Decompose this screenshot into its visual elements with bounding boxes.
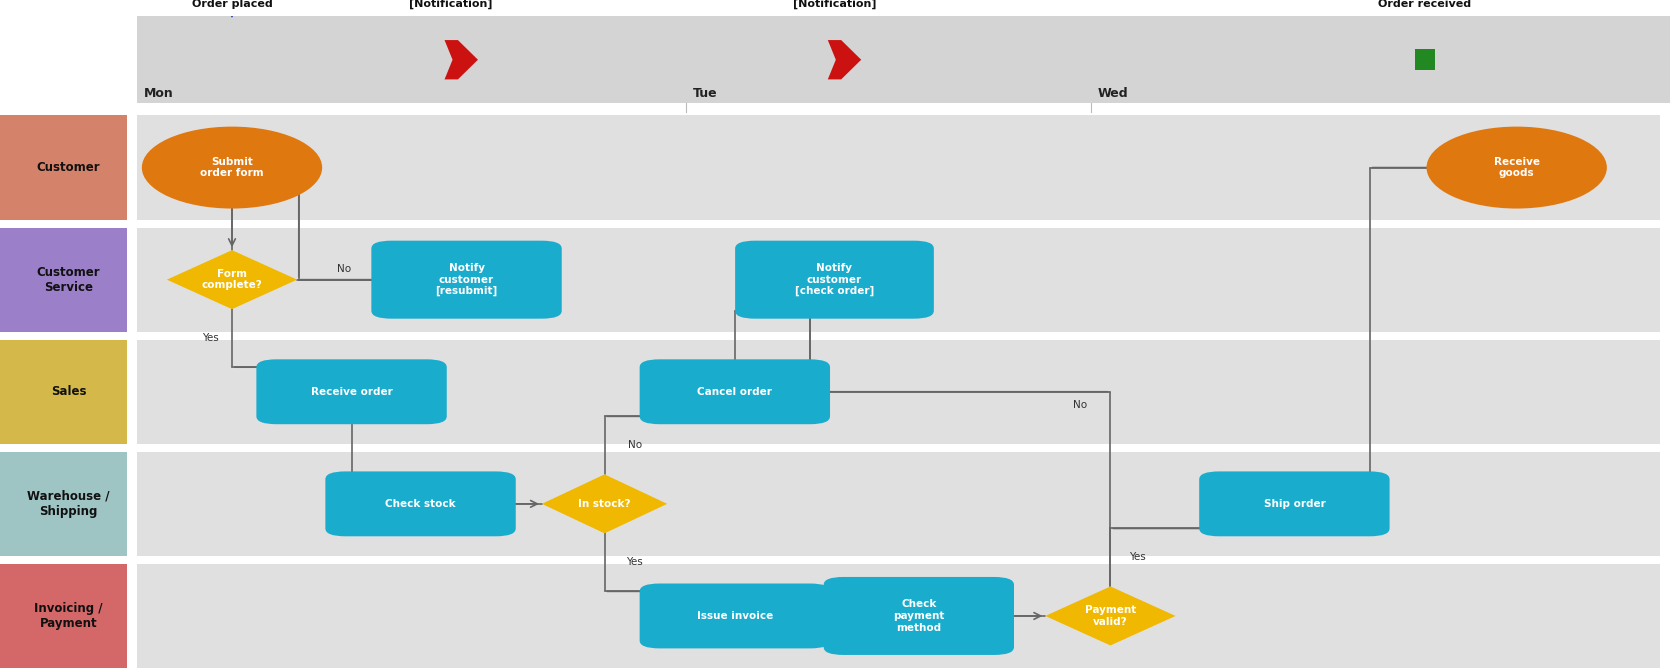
Text: Submit
order form: Submit order form <box>200 157 264 178</box>
FancyBboxPatch shape <box>137 228 1660 332</box>
Text: Receive
goods: Receive goods <box>1493 157 1540 178</box>
FancyBboxPatch shape <box>137 452 1660 556</box>
Text: Sales: Sales <box>50 385 87 398</box>
FancyBboxPatch shape <box>0 564 127 668</box>
FancyBboxPatch shape <box>735 241 934 319</box>
Text: Order received: Order received <box>1378 0 1471 9</box>
FancyBboxPatch shape <box>1199 472 1389 536</box>
Polygon shape <box>167 250 297 309</box>
FancyBboxPatch shape <box>371 241 561 319</box>
Text: Form
complete?: Form complete? <box>202 269 262 290</box>
Text: Yes: Yes <box>202 333 219 343</box>
FancyBboxPatch shape <box>1414 49 1435 71</box>
FancyBboxPatch shape <box>257 360 448 424</box>
Text: Wed: Wed <box>1097 87 1127 100</box>
Text: Invoicing /
Payment: Invoicing / Payment <box>33 602 104 630</box>
Ellipse shape <box>142 126 322 208</box>
Text: Customer
Service: Customer Service <box>37 265 100 294</box>
FancyBboxPatch shape <box>640 583 830 648</box>
Text: No: No <box>337 264 351 274</box>
Text: Payment
valid?: Payment valid? <box>1086 605 1136 627</box>
Text: No: No <box>628 440 641 450</box>
Text: Notify
customer
[check order]: Notify customer [check order] <box>795 263 873 296</box>
Text: Ship order: Ship order <box>1264 499 1326 509</box>
Text: Cancel order: Cancel order <box>698 387 772 396</box>
Text: Customer: Customer <box>37 161 100 174</box>
Text: Yes: Yes <box>1129 552 1146 562</box>
Text: Receive order: Receive order <box>311 387 392 396</box>
Text: Notify
customer
[resubmit]: Notify customer [resubmit] <box>436 263 498 296</box>
FancyBboxPatch shape <box>0 228 127 332</box>
Text: [Notification]: [Notification] <box>793 0 877 9</box>
Text: Check
payment
method: Check payment method <box>893 599 945 632</box>
Polygon shape <box>215 0 249 17</box>
Polygon shape <box>541 474 666 534</box>
Text: Tue: Tue <box>693 87 716 100</box>
Text: In stock?: In stock? <box>578 499 631 509</box>
Text: Issue invoice: Issue invoice <box>696 611 773 621</box>
Polygon shape <box>1045 587 1176 645</box>
Text: No: No <box>1074 400 1087 410</box>
FancyBboxPatch shape <box>137 17 1670 103</box>
Text: Check stock: Check stock <box>386 499 456 509</box>
FancyBboxPatch shape <box>0 452 127 556</box>
FancyBboxPatch shape <box>137 116 1660 220</box>
Text: Mon: Mon <box>144 87 174 100</box>
FancyBboxPatch shape <box>823 577 1014 655</box>
Text: Yes: Yes <box>626 557 643 567</box>
FancyBboxPatch shape <box>0 339 127 444</box>
Text: Order placed: Order placed <box>192 0 272 9</box>
Polygon shape <box>828 40 862 79</box>
FancyBboxPatch shape <box>640 360 830 424</box>
FancyBboxPatch shape <box>137 564 1660 668</box>
Ellipse shape <box>1426 126 1607 208</box>
FancyBboxPatch shape <box>0 116 127 220</box>
FancyBboxPatch shape <box>326 472 516 536</box>
Polygon shape <box>444 40 478 79</box>
Text: [Notification]: [Notification] <box>409 0 493 9</box>
FancyBboxPatch shape <box>137 339 1660 444</box>
Text: Warehouse /
Shipping: Warehouse / Shipping <box>27 490 110 518</box>
